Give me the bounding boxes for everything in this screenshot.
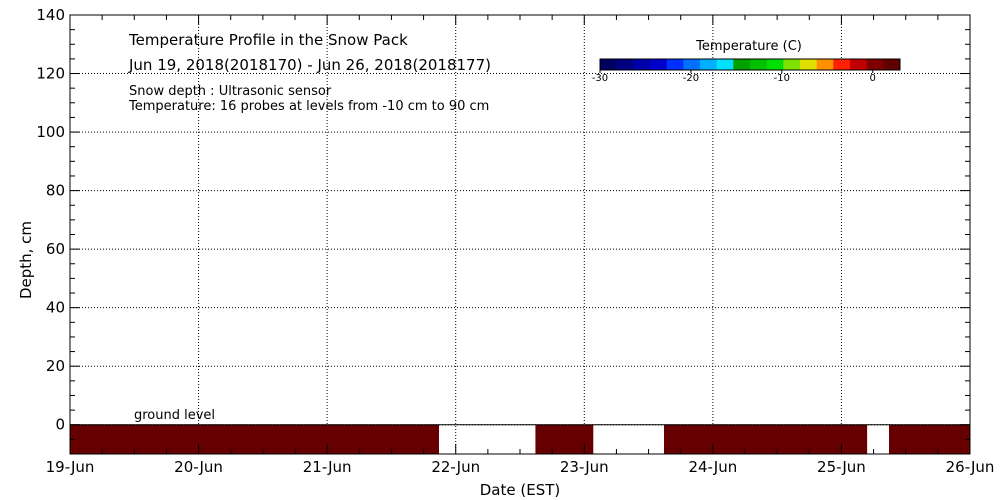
ground-temperature-segment: [664, 424, 868, 454]
info-line-snow-depth: Snow depth : Ultrasonic sensor: [129, 84, 332, 99]
colorbar-tick-label: 0: [870, 73, 876, 84]
y-axis-label: Depth, cm: [17, 221, 35, 299]
y-tick-label: 120: [36, 65, 65, 83]
x-tick-label: 26-Jun: [946, 458, 995, 476]
tick-labels: 19-Jun 20-Jun 21-Jun 22-Jun 23-Jun 24-Jun 25-J…: [36, 6, 994, 476]
colorbar-tick-label: -10: [774, 73, 790, 84]
colorbar-swatch: [833, 59, 851, 70]
colorbar-swatch: [700, 59, 718, 70]
y-tick-label: 20: [46, 357, 65, 375]
y-tick-label: 0: [55, 416, 65, 434]
chart-title: Temperature Profile in the Snow Pack: [128, 31, 408, 49]
y-tick-label: 80: [46, 182, 65, 200]
colorbar-swatch: [683, 59, 701, 70]
x-tick-label: 25-Jun: [817, 458, 866, 476]
colorbar: Temperature (C) -30 -20 -10 0: [592, 39, 901, 84]
x-tick-label: 20-Jun: [174, 458, 223, 476]
x-tick-label: 24-Jun: [688, 458, 737, 476]
colorbar-swatch: [766, 59, 784, 70]
colorbar-swatch: [716, 59, 734, 70]
colorbar-ticks: -30 -20 -10 0: [592, 70, 876, 84]
colorbar-swatch: [800, 59, 818, 70]
chart-subtitle: Jun 19, 2018(2018170) - Jun 26, 2018(201…: [128, 56, 491, 74]
colorbar-swatch: [783, 59, 801, 70]
colorbar-swatch: [866, 59, 884, 70]
x-tick-label: 19-Jun: [46, 458, 95, 476]
colorbar-swatch: [750, 59, 768, 70]
ground-band: [70, 424, 970, 454]
axis-ticks: [69, 14, 971, 455]
colorbar-swatch: [633, 59, 651, 70]
info-line-temperature: Temperature: 16 probes at levels from -1…: [128, 99, 489, 114]
colorbar-swatch: [816, 59, 834, 70]
ground-temperature-segment: [70, 424, 439, 454]
ground-temperature-segment: [535, 424, 594, 454]
y-tick-label: 40: [46, 299, 65, 317]
x-tick-label: 23-Jun: [560, 458, 609, 476]
colorbar-swatch: [600, 59, 618, 70]
y-tick-label: 100: [36, 123, 65, 141]
colorbar-swatch: [733, 59, 751, 70]
ground-level-annotation: ground level: [134, 408, 215, 423]
colorbar-tick-label: -30: [592, 73, 608, 84]
x-axis-label: Date (EST): [480, 481, 561, 499]
colorbar-swatches: [599, 58, 901, 71]
colorbar-outline: [599, 58, 901, 71]
ground-temperature-segment: [889, 424, 970, 454]
colorbar-title: Temperature (C): [695, 39, 802, 54]
colorbar-swatch: [666, 59, 684, 70]
colorbar-tick-label: -20: [683, 73, 699, 84]
colorbar-swatch: [850, 59, 868, 70]
colorbar-swatch: [616, 59, 634, 70]
y-tick-label: 60: [46, 240, 65, 258]
colorbar-swatch: [883, 59, 901, 70]
y-tick-label: 140: [36, 6, 65, 24]
x-tick-label: 21-Jun: [303, 458, 352, 476]
colorbar-swatch: [650, 59, 668, 70]
x-tick-label: 22-Jun: [431, 458, 480, 476]
